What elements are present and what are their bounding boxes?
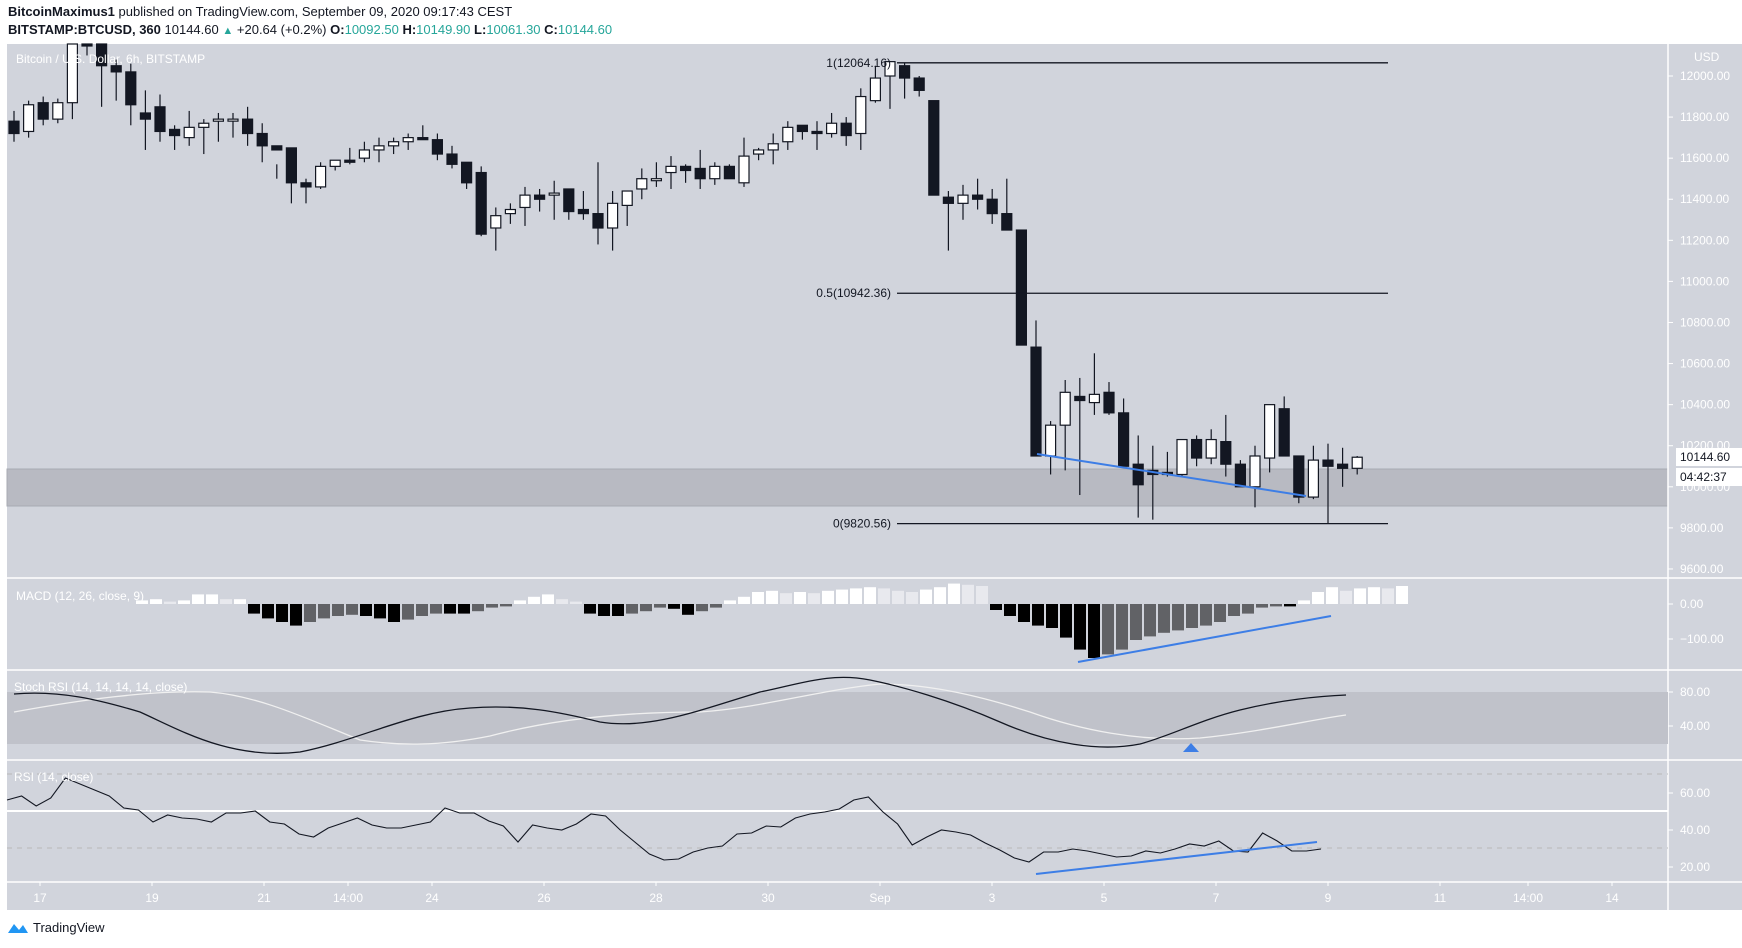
high-value: 10149.90 <box>416 22 471 37</box>
stoch-band <box>7 692 1668 744</box>
candlestick-series <box>8 43 1363 524</box>
svg-text:17: 17 <box>33 891 47 905</box>
svg-text:10600.00: 10600.00 <box>1680 357 1730 371</box>
svg-text:26: 26 <box>537 891 551 905</box>
svg-text:7: 7 <box>1213 891 1220 905</box>
close-label: C: <box>544 22 558 37</box>
high-label: H: <box>402 22 417 37</box>
svg-text:11200.00: 11200.00 <box>1680 233 1729 247</box>
author-name[interactable]: BitcoinMaximus1 <box>8 4 115 19</box>
publish-info: BitcoinMaximus1 published on TradingView… <box>8 4 512 19</box>
svg-text:Sep: Sep <box>869 891 891 905</box>
svg-text:24: 24 <box>425 891 439 905</box>
last-price: 10144.60 <box>164 22 219 37</box>
svg-text:3: 3 <box>989 891 996 905</box>
svg-text:60.00: 60.00 <box>1680 786 1710 800</box>
svg-text:5: 5 <box>1101 891 1108 905</box>
last-price-badge: 10144.60 <box>1676 448 1742 466</box>
svg-text:14:00: 14:00 <box>1513 891 1543 905</box>
svg-text:28: 28 <box>649 891 663 905</box>
symbol-label: BITSTAMP:BTCUSD, 360 <box>8 22 161 37</box>
countdown-badge: 04:42:37 <box>1676 468 1742 486</box>
svg-text:9600.00: 9600.00 <box>1680 562 1724 576</box>
publish-text: published on TradingView.com, September … <box>118 4 513 19</box>
macd-histogram <box>136 583 1408 658</box>
svg-text:10800.00: 10800.00 <box>1680 315 1730 329</box>
triangle-up-icon: ▲ <box>222 25 234 37</box>
svg-text:11: 11 <box>1434 891 1447 905</box>
tradingview-logo-icon <box>8 923 28 933</box>
open-value: 10092.50 <box>344 22 399 37</box>
tradingview-logo[interactable]: TradingView <box>7 920 105 935</box>
svg-text:14:00: 14:00 <box>333 891 363 905</box>
indicator-lines <box>6 453 1347 875</box>
svg-text:11600.00: 11600.00 <box>1680 151 1729 165</box>
svg-text:19: 19 <box>145 891 159 905</box>
symbol-info-bar: BITSTAMP:BTCUSD, 360 10144.60 ▲ +20.64 (… <box>8 22 612 37</box>
svg-text:20.00: 20.00 <box>1680 860 1710 874</box>
close-value: 10144.60 <box>557 22 613 37</box>
svg-text:40.00: 40.00 <box>1680 823 1710 837</box>
svg-text:9: 9 <box>1325 891 1332 905</box>
svg-text:0(9820.56): 0(9820.56) <box>833 517 891 531</box>
macd-title: MACD (12, 26, close, 9) <box>16 589 145 603</box>
svg-text:11800.00: 11800.00 <box>1680 110 1729 124</box>
svg-text:10400.00: 10400.00 <box>1680 398 1730 412</box>
svg-text:12000.00: 12000.00 <box>1680 69 1730 83</box>
svg-text:80.00: 80.00 <box>1680 685 1710 699</box>
svg-text:30: 30 <box>761 891 775 905</box>
svg-text:40.00: 40.00 <box>1680 719 1710 733</box>
svg-text:0.00: 0.00 <box>1680 597 1704 611</box>
open-label: O: <box>330 22 345 37</box>
main-pane-title: Bitcoin / U.S. Dollar, 6h, BITSTAMP <box>16 52 206 66</box>
svg-text:21: 21 <box>257 891 271 905</box>
stoch-rsi-title: Stoch RSI (14, 14, 14, 14, close) <box>14 680 188 694</box>
support-zone <box>6 468 1669 507</box>
svg-text:1(12064.16): 1(12064.16) <box>826 56 891 70</box>
svg-text:11000.00: 11000.00 <box>1680 274 1729 288</box>
low-label: L: <box>474 22 487 37</box>
fib-retracement[interactable]: 1(12064.16) 0.5(10942.36) 0(9820.56) <box>816 56 1388 531</box>
svg-text:−100.00: −100.00 <box>1680 632 1724 646</box>
svg-text:0.5(10942.36): 0.5(10942.36) <box>816 286 891 300</box>
currency-label: USD <box>1694 50 1720 64</box>
svg-text:9800.00: 9800.00 <box>1680 521 1724 535</box>
brand-text: TradingView <box>33 920 105 935</box>
svg-text:14: 14 <box>1605 891 1619 905</box>
price-change: +20.64 (+0.2%) <box>236 22 327 37</box>
rsi-title: RSI (14, close) <box>14 770 94 784</box>
low-value: 10061.30 <box>486 22 541 37</box>
svg-text:11400.00: 11400.00 <box>1680 192 1729 206</box>
